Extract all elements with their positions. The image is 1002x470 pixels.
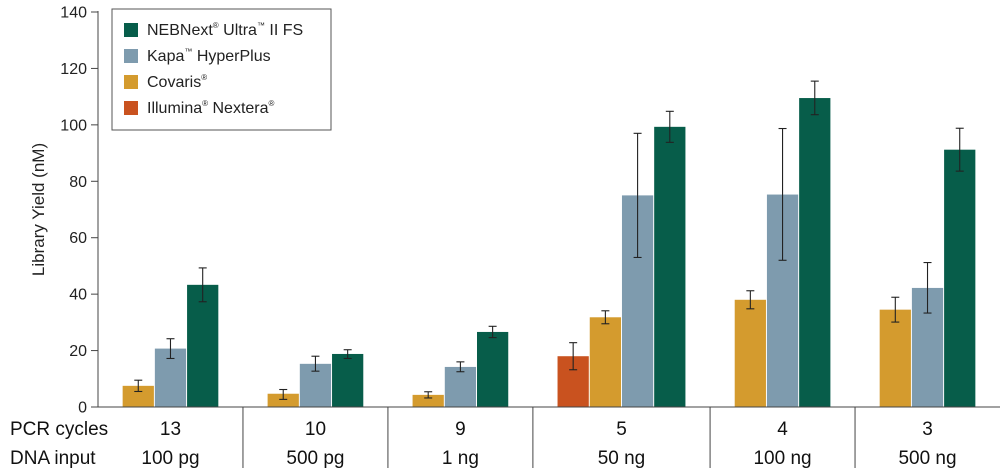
legend-label: Kapa™ HyperPlus <box>147 47 271 65</box>
pcr-cycles-label: 4 <box>777 419 788 440</box>
axes: 0 20 40 60 80 100 120 140 Library Yield (nM) <box>29 5 99 417</box>
legend-label-part: NEBNext <box>147 22 213 39</box>
legend-trademark: ® <box>202 99 208 108</box>
bar <box>444 366 477 407</box>
legend-label-part: Ultra <box>219 22 257 39</box>
pcr-cycles-label: 5 <box>616 419 627 440</box>
y-tick-label: 120 <box>60 61 87 78</box>
bar <box>654 126 686 407</box>
error-bars <box>134 80 964 400</box>
dna-input-label: 100 ng <box>753 448 811 469</box>
pcr-cycles-label: 10 <box>305 419 326 440</box>
y-tick-label: 80 <box>69 174 87 191</box>
y-tick-label: 100 <box>60 117 87 134</box>
legend-swatch <box>124 75 138 89</box>
dna-input-label: 1 ng <box>442 448 479 469</box>
legend-label: Illumina® Nextera® <box>147 99 275 117</box>
bar <box>122 385 154 407</box>
pcr-cycles-label: 13 <box>160 419 181 440</box>
pcr-cycles-label: 3 <box>922 419 933 440</box>
row-label-pcr-cycles: PCR cycles <box>10 419 108 440</box>
bar <box>799 98 831 407</box>
bar <box>879 309 911 407</box>
legend-swatch <box>124 49 138 63</box>
pcr-cycles-label: 9 <box>455 419 466 440</box>
legend-trademark: ® <box>213 21 219 30</box>
legend-trademark: ™ <box>184 47 192 56</box>
x-axis: PCR cycles DNA input 13 100 pg 10 500 pg 9 1 ng… <box>10 406 1000 469</box>
row-label-dna-input: DNA input <box>10 448 96 469</box>
bar <box>589 317 621 407</box>
y-tick-label: 20 <box>69 343 87 360</box>
bars <box>122 98 976 407</box>
y-tick-label: 140 <box>60 5 87 22</box>
legend-label-part: Nextera <box>208 100 269 117</box>
legend-label-part: Illumina <box>147 100 202 117</box>
legend-label-part: Kapa <box>147 48 184 65</box>
dna-input-label: 100 pg <box>141 448 199 469</box>
y-axis-title: Library Yield (nM) <box>29 143 48 276</box>
bar <box>332 353 364 407</box>
legend-trademark: ® <box>201 73 207 82</box>
bar <box>412 394 444 407</box>
legend-label-part: II FS <box>265 22 303 39</box>
legend-trademark: ™ <box>257 21 265 30</box>
legend-label-part: Covaris <box>147 74 201 91</box>
legend-label: Covaris® <box>147 73 207 91</box>
legend-label-part: HyperPlus <box>192 48 270 65</box>
legend-box <box>111 8 332 131</box>
legend-label: NEBNext® Ultra™ II FS <box>147 21 303 39</box>
y-tick-label: 60 <box>69 230 87 247</box>
legend-swatch <box>124 23 138 37</box>
legend-trademark: ® <box>269 99 275 108</box>
bar <box>267 393 299 407</box>
dna-input-label: 500 ng <box>898 448 956 469</box>
bar <box>944 149 976 407</box>
bar <box>734 299 766 407</box>
bar <box>477 331 509 407</box>
dna-input-label: 500 pg <box>286 448 344 469</box>
dna-input-label: 50 ng <box>598 448 646 469</box>
y-tick-label: 40 <box>69 287 87 304</box>
bar <box>187 284 219 407</box>
y-tick-label: 0 <box>78 400 87 417</box>
legend-swatch <box>124 101 138 115</box>
